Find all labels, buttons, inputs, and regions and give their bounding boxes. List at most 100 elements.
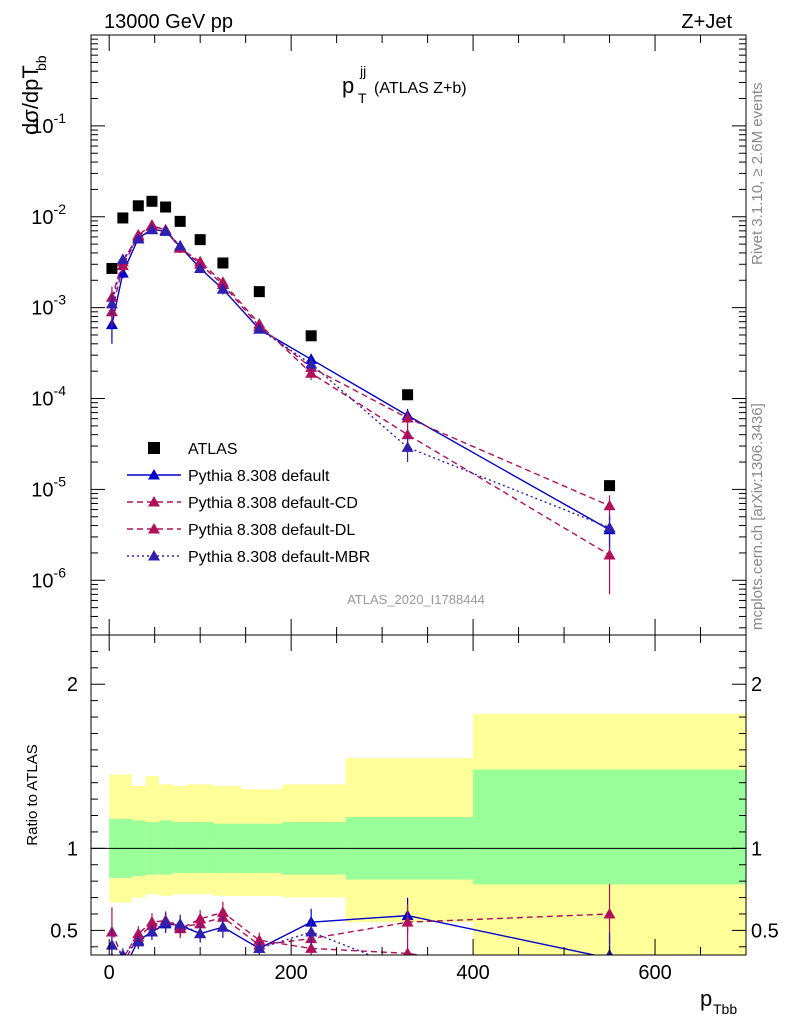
atlas-data-point [305,330,317,342]
main-series-marker [305,357,318,369]
ratio-plot: 0.5 0.5 1 1 2 2 0 200 400 600 [50,634,779,990]
ratio-band-inner [159,820,173,875]
main-series-layer [105,195,616,595]
x-tick-label: 400 [456,962,489,984]
main-y-tick-label: 10-2 [31,201,66,229]
ratio-series-marker [159,916,172,927]
ratio-y-tick-label: 2 [67,674,78,696]
ratio-band-inner [186,822,214,873]
main-series-marker [116,267,129,278]
plot-title-rest: (ATLAS Z+b) [374,80,467,97]
mcplots-label: mcplots.cern.ch [arXiv:1306.3436] [749,403,766,630]
ratio-series-marker [145,926,158,937]
main-series-line [111,228,610,531]
main-series-marker [132,232,145,244]
atlas-data-point [217,257,229,269]
ratio-series-marker [604,979,616,990]
x-tick-label: 600 [638,962,671,984]
analysis-label: ATLAS_2020_I1788444 [347,592,485,607]
main-series-marker [603,499,616,511]
main-y-ticks: 10-1 10-2 10-3 10-4 10-5 10-6 [31,34,746,629]
ratio-series-marker [117,957,129,968]
main-series-marker [603,521,616,533]
ratio-plot-frame [90,634,747,956]
ratio-series-marker [402,964,414,975]
legend-marker-triangle [148,550,160,561]
atlas-data-point [174,215,186,227]
ratio-axis-title: Ratio to ATLAS [24,744,41,845]
main-series-marker [174,239,187,251]
ratio-series-marker [216,921,229,932]
atlas-data-point [253,286,265,298]
main-y-tick-label: 10-3 [31,292,66,320]
legend-item: ATLAS [148,441,238,458]
legend-marker-triangle [148,469,160,480]
main-series-marker [159,224,172,236]
atlas-data-point [604,480,616,492]
legend-item: Pythia 8.308 default-CD [127,495,358,512]
main-y-tick-label: 10-5 [31,473,66,501]
ratio-series-marker [253,942,266,953]
main-series-marker [401,441,414,452]
ratio-y-tick-label-right: 1 [751,838,762,860]
plot-title-sub: T [358,90,367,106]
x-axis-title-main: p [700,986,712,1011]
ratio-x-ticks: 0 200 400 600 [104,635,747,984]
ratio-series-marker [403,947,412,955]
main-series-marker [253,323,266,334]
legend-label: Pythia 8.308 default-DL [188,522,355,539]
main-plot: 10-1 10-2 10-3 10-4 10-5 10-6 [31,34,747,636]
ratio-band-inner [473,769,746,885]
main-x-ticks [108,35,747,635]
atlas-data-point [194,234,206,246]
atlas-data-point [402,389,414,401]
ratio-series-marker [194,917,207,929]
ratio-series-marker [174,917,187,929]
y-axis-title-sub: bb [33,55,49,71]
main-series-marker [216,283,229,294]
legend-label: Pythia 8.308 default [188,468,330,485]
legend-label: Pythia 8.308 default-CD [188,495,358,512]
plot-title-main: p [342,73,354,98]
ratio-series-marker [117,965,129,976]
ratio-y-ticks: 0.5 0.5 1 1 2 2 [50,650,779,948]
ratio-y-tick-label: 1 [67,838,78,860]
atlas-data-point [132,200,144,212]
atlas-data-point [106,262,118,274]
plot-title-sup: jj [359,63,366,79]
atlas-data-point [146,195,158,207]
main-series-line [111,229,610,529]
ratio-series-marker [105,939,118,950]
main-plot-frame [90,34,747,636]
legend-item: Pythia 8.308 default-MBR [127,549,370,566]
main-series-marker [116,253,129,264]
x-tick-label: 200 [274,962,307,984]
ratio-y-tick-label-right: 0.5 [751,920,779,942]
ratio-y-tick-label: 0.5 [50,920,78,942]
main-series-line [111,224,610,556]
rivet-version-label: Rivet 3.1.10, ≥ 2.6M events [749,83,766,266]
ratio-series-marker [305,926,318,937]
main-series-marker [603,548,616,560]
main-series-marker [401,412,414,423]
atlas-data-point [117,212,129,224]
ratio-y-tick-label-right: 2 [751,674,762,696]
legend-item: Pythia 8.308 default-DL [127,522,355,539]
main-series-marker [116,259,129,271]
legend-label: Pythia 8.308 default-MBR [188,549,370,566]
main-y-tick-label: 10-4 [31,383,66,411]
legend-label: ATLAS [188,441,238,458]
legend: ATLAS Pythia 8.308 default Pythia 8.308 de… [127,441,370,566]
ratio-series-marker [119,949,127,955]
ratio-series-marker [132,935,145,947]
main-y-tick-label: 10-6 [31,564,66,592]
ratio-bands [109,713,746,955]
main-series-marker [401,428,414,440]
legend-marker-triangle [148,523,160,534]
ratio-series-line [126,913,610,955]
x-tick-label: 0 [104,962,115,984]
main-series-marker [194,262,207,273]
header-left: 13000 GeV pp [104,11,233,33]
x-axis-title-sub: Tbb [713,1001,737,1017]
